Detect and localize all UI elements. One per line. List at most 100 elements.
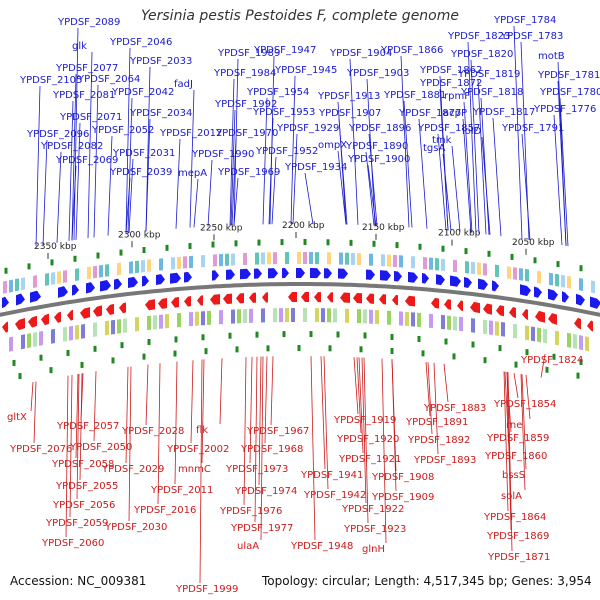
feature-marker [142, 247, 146, 254]
label-leader-line [451, 145, 461, 232]
reverse-gene-arrow [197, 295, 203, 306]
gene-label-top: YPDSF_2077 [55, 63, 118, 74]
reverse-cog-block [555, 330, 559, 346]
feature-marker [418, 243, 422, 250]
reverse-cog-block [81, 324, 85, 339]
reverse-cog-block [105, 320, 109, 336]
feature-marker [280, 239, 284, 246]
forward-cog-block [357, 253, 361, 266]
gene-label-top: YPDSF_1945 [274, 65, 337, 76]
forward-cog-block [15, 278, 19, 292]
gene-label-bottom: YPDSF_1892 [407, 435, 470, 446]
label-leader-line [520, 374, 526, 491]
reverse-cog-block [387, 310, 391, 325]
feature-marker [359, 346, 363, 353]
label-leader-line [270, 356, 274, 426]
reverse-cog-block [249, 308, 253, 323]
forward-cog-block [255, 252, 259, 265]
feature-marker [390, 348, 394, 355]
label-leader-line [470, 59, 480, 234]
forward-cog-block [117, 262, 121, 276]
gene-label-bottom: YPDSF_2028 [121, 426, 184, 437]
feature-tracks [0, 239, 600, 380]
feature-marker [96, 252, 100, 259]
label-leader-line [439, 88, 449, 231]
gene-label-bottom: YPDSF_1859 [486, 433, 549, 444]
forward-cog-block [99, 264, 103, 278]
gene-label-bottom: YPDSF_1893 [413, 455, 476, 466]
forward-gene-arrow [86, 282, 95, 294]
label-leader-line [145, 364, 149, 426]
label-leader-line [290, 75, 296, 225]
label-leader-line [125, 366, 129, 464]
forward-cog-block [549, 272, 553, 286]
kbp-tick-label: 2200 kbp [282, 221, 325, 231]
reverse-cog-block [291, 308, 295, 323]
gene-label-bottom: YPDSF_1920 [336, 434, 399, 445]
forward-cog-block [435, 258, 439, 271]
forward-cog-block [75, 268, 79, 282]
forward-cog-block [87, 266, 91, 280]
forward-cog-block [495, 264, 499, 278]
reverse-cog-block [543, 328, 547, 344]
reverse-cog-block [327, 308, 331, 323]
feature-marker [579, 265, 583, 272]
feature-marker [12, 359, 16, 366]
feature-marker [257, 239, 261, 246]
feature-marker [510, 253, 514, 260]
forward-gene-arrow [562, 291, 569, 303]
forward-gene-arrow [282, 268, 289, 279]
accession-text: Accession: NC_009381 [10, 574, 147, 588]
reverse-cog-block [525, 325, 529, 341]
feature-marker [514, 361, 518, 368]
map-title: Yersinia pestis Pestoides F, complete ge… [141, 8, 459, 24]
gene-label-top: YPDSF_2064 [77, 74, 140, 85]
feature-marker [49, 367, 53, 374]
label-leader-line [492, 117, 502, 237]
reverse-cog-block [495, 321, 499, 336]
gene-label-top: fadJ [174, 79, 193, 90]
feature-marker [297, 345, 301, 352]
feature-marker [201, 334, 205, 341]
gene-label-bottom: YPDSF_1909 [371, 492, 434, 503]
label-leader-line [304, 172, 314, 225]
forward-cog-block [591, 280, 595, 294]
forward-gene-arrow [184, 271, 192, 283]
label-leader-line [73, 27, 79, 241]
label-leader-line [513, 372, 519, 399]
forward-cog-block [147, 259, 151, 272]
gene-label-bottom: YPDSF_2029 [101, 464, 164, 475]
label-leader-line [68, 100, 74, 241]
kbp-tick-label: 2250 kbp [200, 223, 243, 233]
gene-label-bottom: solA [501, 491, 522, 502]
label-leader-line [433, 362, 439, 455]
feature-marker [73, 255, 77, 262]
label-leader-line [75, 122, 81, 240]
reverse-cog-block [195, 311, 199, 326]
forward-cog-block [519, 267, 523, 281]
label-leader-line [71, 165, 77, 241]
gene-label-bottom: YPDSF_1871 [487, 552, 550, 563]
label-leader-line [437, 133, 447, 231]
gene-label-top: YPDSF_1953 [252, 107, 315, 118]
reverse-cog-block [513, 323, 517, 339]
reverse-gene-arrow [548, 313, 557, 325]
feature-marker [395, 242, 399, 249]
forward-cog-block [387, 254, 391, 267]
reverse-cog-block [333, 308, 337, 323]
reverse-cog-block [585, 336, 589, 352]
label-leader-line [525, 374, 531, 420]
reverse-gene-arrow [587, 320, 593, 332]
reverse-cog-block [147, 315, 151, 331]
label-leader-line [128, 366, 132, 522]
forward-gene-arrow [142, 275, 149, 287]
feature-marker [204, 348, 208, 355]
reverse-cog-block [363, 309, 367, 324]
gene-label-bottom: mnmC [178, 464, 211, 475]
gene-label-top: YPDSF_1817 [472, 107, 535, 118]
gene-label-top: YPDSF_2105 [19, 75, 82, 86]
reverse-cog-block [375, 309, 379, 325]
label-leader-line [271, 156, 277, 225]
forward-cog-block [135, 260, 139, 274]
gene-label-top: YPDSF_2033 [129, 56, 192, 67]
